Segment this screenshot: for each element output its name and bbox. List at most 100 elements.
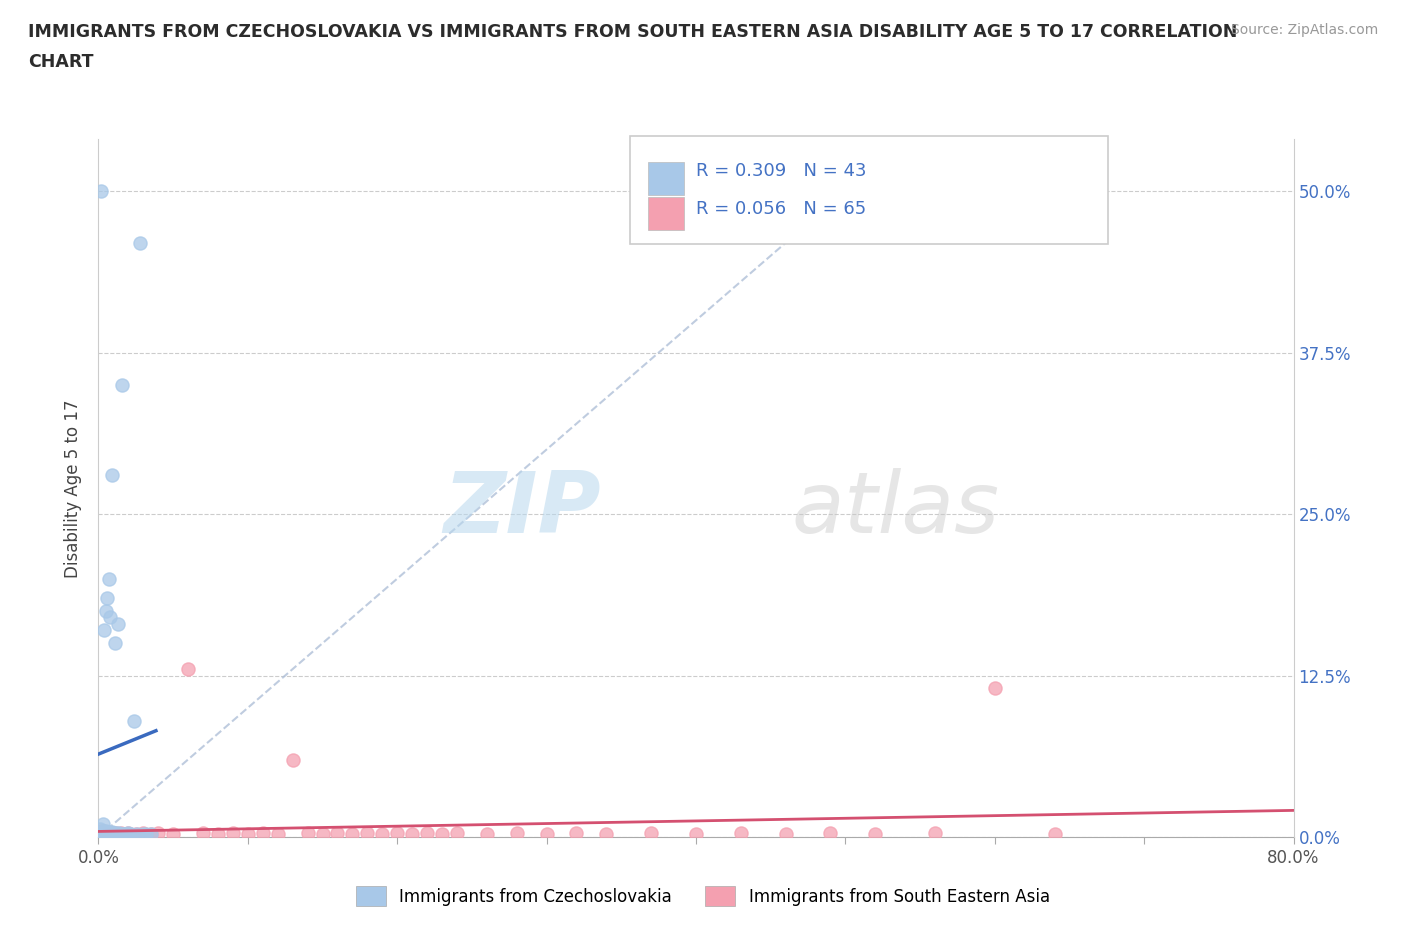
Point — [135, 827, 157, 842]
FancyBboxPatch shape — [648, 197, 685, 231]
Point — [90, 826, 112, 841]
FancyBboxPatch shape — [630, 136, 1108, 245]
Point — [96, 591, 118, 605]
Point — [820, 826, 842, 841]
Point — [356, 826, 378, 841]
Point — [90, 826, 112, 841]
Point — [100, 826, 122, 841]
Point — [91, 827, 114, 842]
Point — [91, 817, 114, 831]
Point — [104, 636, 127, 651]
Text: atlas: atlas — [792, 468, 1000, 551]
Text: ZIP: ZIP — [443, 468, 600, 551]
Point — [93, 827, 115, 842]
Point — [385, 826, 409, 841]
Point — [91, 827, 114, 842]
Point — [281, 752, 304, 767]
Point — [430, 827, 453, 842]
Point — [103, 826, 125, 841]
Text: CHART: CHART — [28, 53, 94, 71]
Point — [93, 823, 115, 838]
Point — [111, 378, 134, 392]
Y-axis label: Disability Age 5 to 17: Disability Age 5 to 17 — [65, 399, 83, 578]
Point — [775, 827, 797, 842]
Point — [124, 713, 146, 728]
Point — [103, 827, 125, 842]
Point — [401, 827, 423, 842]
Point — [94, 827, 117, 842]
Point — [139, 827, 162, 842]
Point — [132, 826, 155, 841]
Point — [101, 468, 124, 483]
Point — [90, 823, 112, 838]
Point — [110, 826, 132, 841]
Point — [191, 826, 214, 841]
Point — [236, 827, 259, 842]
Point — [129, 235, 152, 250]
Point — [103, 826, 125, 841]
Point — [117, 826, 139, 841]
Point — [107, 827, 129, 842]
Point — [105, 826, 128, 841]
Point — [252, 826, 274, 841]
Point — [90, 827, 112, 842]
Text: R = 0.056   N = 65: R = 0.056 N = 65 — [696, 200, 866, 219]
Point — [685, 827, 707, 842]
Point — [640, 826, 662, 841]
Point — [96, 827, 118, 842]
Point — [112, 827, 135, 842]
Point — [100, 610, 122, 625]
Point — [96, 824, 118, 839]
Point — [94, 823, 117, 838]
Point — [89, 826, 111, 841]
Point — [730, 826, 752, 841]
Point — [90, 827, 112, 842]
Point — [93, 826, 115, 841]
Point — [416, 826, 439, 841]
Point — [114, 827, 136, 842]
Point — [105, 826, 128, 841]
Point — [96, 827, 118, 842]
Point — [96, 824, 118, 839]
Point — [107, 617, 129, 631]
Text: Source: ZipAtlas.com: Source: ZipAtlas.com — [1230, 23, 1378, 37]
Point — [101, 824, 124, 839]
Point — [446, 826, 468, 841]
Point — [91, 823, 114, 838]
Point — [132, 827, 155, 842]
Point — [117, 826, 139, 841]
Point — [1043, 827, 1066, 842]
Point — [93, 827, 115, 842]
Text: R = 0.309   N = 43: R = 0.309 N = 43 — [696, 162, 866, 179]
Point — [94, 826, 117, 841]
Point — [311, 827, 333, 842]
Point — [222, 826, 245, 841]
Point — [91, 824, 114, 839]
Legend: Immigrants from Czechoslovakia, Immigrants from South Eastern Asia: Immigrants from Czechoslovakia, Immigran… — [350, 880, 1056, 912]
Point — [127, 827, 149, 842]
Point — [297, 826, 319, 841]
Point — [565, 826, 588, 841]
Point — [91, 826, 114, 841]
Point — [125, 827, 148, 842]
Point — [93, 623, 115, 638]
Point — [97, 826, 120, 841]
Point — [94, 826, 117, 841]
Text: IMMIGRANTS FROM CZECHOSLOVAKIA VS IMMIGRANTS FROM SOUTH EASTERN ASIA DISABILITY : IMMIGRANTS FROM CZECHOSLOVAKIA VS IMMIGR… — [28, 23, 1237, 41]
Point — [103, 827, 125, 842]
Point — [595, 827, 617, 842]
Point — [475, 827, 498, 842]
Point — [267, 827, 290, 842]
Point — [104, 827, 127, 842]
Point — [342, 827, 364, 842]
FancyBboxPatch shape — [648, 162, 685, 195]
Point — [162, 827, 184, 842]
Point — [148, 826, 170, 841]
Point — [93, 826, 115, 841]
Point — [112, 827, 135, 842]
Point — [89, 824, 111, 839]
Point — [924, 826, 946, 841]
Point — [984, 681, 1007, 696]
Point — [97, 571, 120, 586]
Point — [94, 604, 117, 618]
